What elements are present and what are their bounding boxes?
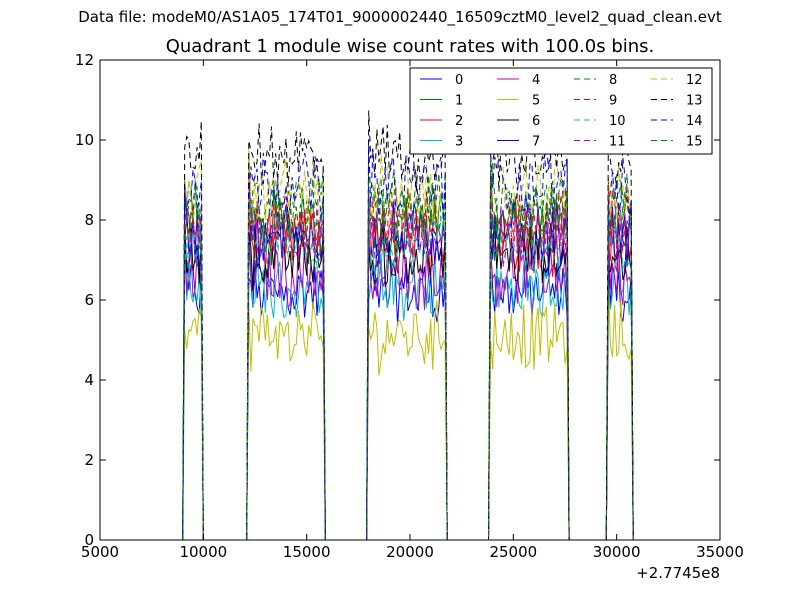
legend-label-4: 4 xyxy=(532,73,540,88)
legend-label-0: 0 xyxy=(455,73,463,88)
series-line-14 xyxy=(182,139,634,540)
data-file-suptitle: Data file: modeM0/AS1A05_174T01_90000024… xyxy=(78,8,722,26)
legend-label-2: 2 xyxy=(455,114,463,129)
legend-label-6: 6 xyxy=(532,114,540,129)
x-offset-label: +2.7745e8 xyxy=(636,564,720,582)
series-line-5 xyxy=(182,283,634,540)
legend-label-3: 3 xyxy=(455,135,463,150)
series-line-6 xyxy=(182,221,634,540)
axes-layer: 5000 10000 15000 20000 25000 30000 35000 0 2 4 6 8 1… xyxy=(75,51,744,561)
legend-label-8: 8 xyxy=(609,73,617,88)
x-tick-label-2: 15000 xyxy=(283,543,331,561)
y-tick-label-3: 6 xyxy=(84,291,94,309)
series-line-15 xyxy=(182,156,634,540)
legend-label-13: 13 xyxy=(686,94,703,109)
series-line-11 xyxy=(182,179,634,540)
legend-label-7: 7 xyxy=(532,135,540,150)
y-tick-label-5: 10 xyxy=(75,131,94,149)
y-tick-label-6: 12 xyxy=(75,51,94,69)
x-tick-label-4: 25000 xyxy=(489,543,537,561)
x-tick-label-3: 20000 xyxy=(386,543,434,561)
series-line-10 xyxy=(182,188,634,540)
x-tick-label-1: 10000 xyxy=(179,543,227,561)
y-tick-label-1: 2 xyxy=(84,451,94,469)
series-line-8 xyxy=(182,153,634,540)
legend-label-1: 1 xyxy=(455,94,463,109)
legend-label-12: 12 xyxy=(686,73,703,88)
legend-label-11: 11 xyxy=(609,135,626,150)
y-tick-label-2: 4 xyxy=(84,371,94,389)
y-tick-label-0: 0 xyxy=(84,531,94,549)
legend-label-14: 14 xyxy=(686,114,703,129)
x-tick-label-0: 5000 xyxy=(81,543,119,561)
legend-label-9: 9 xyxy=(609,94,617,109)
chart-title: Quadrant 1 module wise count rates with … xyxy=(165,36,655,57)
legend-label-15: 15 xyxy=(686,135,703,150)
series-line-12 xyxy=(182,144,634,540)
series-line-7 xyxy=(182,180,634,540)
legend-box xyxy=(409,67,713,155)
legend-label-10: 10 xyxy=(609,114,626,129)
x-tick-label-6: 35000 xyxy=(696,543,744,561)
legend-label-5: 5 xyxy=(532,94,540,109)
series-layer xyxy=(182,110,634,540)
x-tick-label-5: 30000 xyxy=(593,543,641,561)
y-tick-label-4: 8 xyxy=(84,211,94,229)
